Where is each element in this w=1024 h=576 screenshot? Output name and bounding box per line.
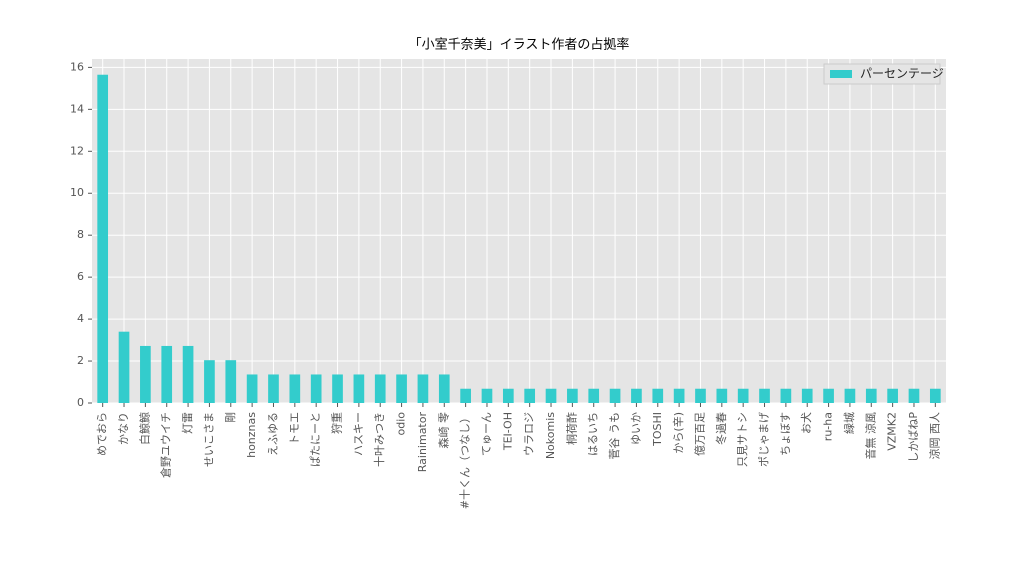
bar [289, 374, 301, 403]
x-tick-label: お犬 [799, 412, 813, 434]
x-tick-label: 剛 [224, 412, 237, 423]
x-tick-label: ru-ha [822, 412, 835, 441]
bar [353, 374, 365, 403]
x-tick-label: 桐荷酢 [564, 412, 578, 445]
x-tick-label: Rainimator [416, 412, 429, 473]
x-tick-label: TOSHI [651, 412, 664, 447]
y-tick-label: 0 [77, 396, 84, 409]
bar [460, 388, 471, 403]
plot-area [92, 59, 946, 403]
bar [204, 360, 215, 403]
bar [417, 374, 429, 403]
y-tick-label: 10 [70, 186, 84, 199]
bar [182, 345, 194, 403]
bar [737, 388, 749, 403]
chart-title: 「小室千奈美」イラスト作者の占拠率 [409, 37, 630, 53]
bar [225, 360, 237, 403]
y-tick-label: 2 [77, 354, 84, 367]
bar [268, 374, 279, 403]
legend-label: パーセンテージ [860, 67, 944, 81]
bar [673, 388, 685, 403]
y-tick-label: 16 [70, 60, 84, 73]
bar [524, 388, 536, 403]
bar [332, 374, 343, 403]
x-tick-label: Nokomis [544, 412, 557, 459]
bar [588, 388, 600, 403]
x-tick-label: odio [395, 412, 408, 436]
y-tick-label: 8 [77, 228, 84, 241]
x-tick-label: 涼岡 西人 [927, 412, 941, 460]
y-tick-label: 6 [77, 270, 84, 283]
x-tick-label: 白鯨鯨 [137, 412, 151, 445]
bar [567, 388, 578, 403]
bar [823, 388, 834, 403]
bar [140, 345, 151, 403]
x-tick-label: めでおら [96, 412, 109, 456]
x-tick-label: 緑城 [842, 412, 856, 434]
bar [438, 374, 450, 403]
bar [502, 388, 514, 403]
x-tick-label: はるいち [587, 412, 600, 456]
x-tick-label: ウラロジ [523, 412, 536, 456]
x-tick-label: 灯雷 [181, 412, 194, 434]
bar [844, 388, 856, 403]
bar [759, 388, 770, 403]
bar [481, 388, 493, 403]
bar [801, 388, 813, 403]
x-tick-label: せいこさま [202, 412, 215, 467]
bar [865, 388, 877, 403]
bar [246, 374, 258, 403]
bar [887, 388, 898, 403]
x-tick-label: 森崎 零 [436, 412, 450, 449]
x-tick-label: ポじゃまげ [758, 412, 771, 467]
bar [652, 388, 664, 403]
x-tick-label: TEI-OH [501, 412, 514, 451]
x-tick-label: えふゆる [266, 412, 279, 456]
y-tick-label: 12 [70, 144, 84, 157]
x-tick-label: から(辛) [671, 412, 685, 454]
x-tick-label: ぱたにーと [309, 412, 322, 467]
x-tick-label: #十くん（つなし） [458, 412, 472, 509]
bar [631, 388, 642, 403]
bar [374, 374, 386, 403]
y-tick-label: 14 [70, 102, 84, 115]
x-tick-label: ゆいか [629, 412, 642, 445]
x-tick-label: ちょぼす [779, 412, 792, 456]
x-tick-label: 十叶みつき [372, 412, 386, 467]
x-tick-label: 只見サトシ [736, 412, 749, 467]
x-tick-label: しかばねP [907, 412, 920, 463]
bar [118, 331, 130, 403]
bar [908, 388, 920, 403]
x-tick-label: てゅーん [480, 412, 493, 456]
x-tick-label: 菅谷 うも [608, 412, 621, 460]
x-tick-label: ハスキー [352, 412, 365, 456]
legend-box [823, 63, 941, 85]
x-tick-label: かなり [117, 412, 130, 445]
y-tick-label: 4 [77, 312, 84, 325]
x-tick-label: トモエ [288, 412, 301, 445]
x-tick-label: 億万百足 [693, 412, 706, 456]
bar [716, 388, 728, 403]
bar [396, 374, 407, 403]
bar [161, 345, 173, 403]
bar [310, 374, 322, 403]
bar [545, 388, 557, 403]
x-tick-label: VZMK2 [886, 412, 899, 451]
bar [695, 388, 706, 403]
legend-swatch [830, 70, 852, 78]
bar [780, 388, 792, 403]
x-tick-label: honznas [245, 412, 258, 458]
bar [609, 388, 621, 403]
x-tick-label: 狩重 [330, 412, 344, 434]
bar [929, 388, 941, 403]
x-tick-label: 音無 涼風 [863, 412, 877, 460]
bar [97, 74, 109, 404]
x-tick-label: 冬過春 [714, 412, 728, 445]
x-tick-label: 倉野ユウイチ [159, 412, 173, 478]
